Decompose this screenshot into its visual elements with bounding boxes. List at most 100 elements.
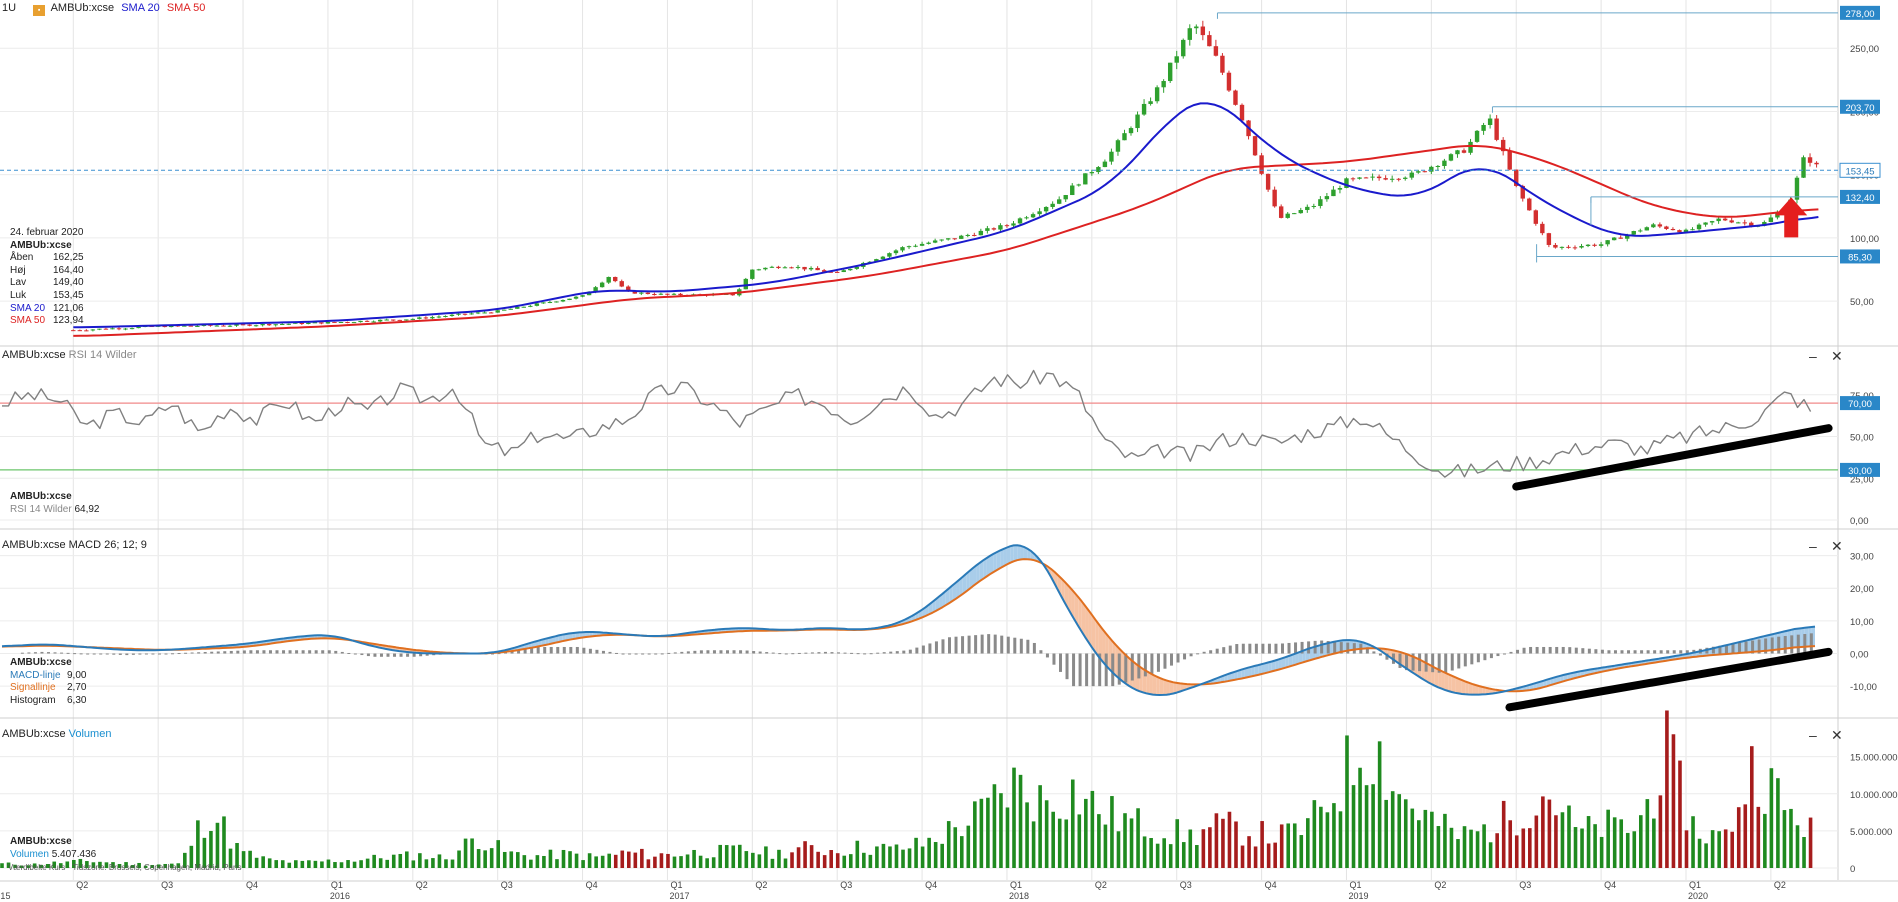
volume-bar (1508, 820, 1513, 868)
candle-body (1128, 128, 1134, 134)
volume-bar (1371, 784, 1375, 868)
x-quarter-label: Q1 (670, 880, 682, 890)
sma50-label[interactable]: SMA 50 (166, 2, 206, 14)
info-label: Lav (10, 277, 27, 289)
interval-label[interactable]: 1U (2, 2, 17, 14)
histogram-bar (1333, 641, 1337, 654)
candle-body (1481, 124, 1486, 131)
macd-fill-segment (562, 634, 566, 642)
ticker-label: AMBUb:xcse (50, 2, 115, 14)
histogram-bar (1581, 648, 1585, 654)
macd-fill-segment (1482, 686, 1486, 695)
histogram-bar (941, 639, 945, 654)
current-price-label: 153,45 (1845, 166, 1874, 177)
price-y-tick: 50,00 (1850, 297, 1874, 308)
candle-body (201, 324, 207, 326)
histogram-bar (810, 652, 814, 654)
level-132-badge (1840, 189, 1880, 204)
volume-bar (267, 858, 272, 868)
histogram-bar (876, 652, 880, 654)
volume-bar (26, 865, 30, 868)
volume-bar (1005, 807, 1010, 868)
candle-body (1605, 240, 1610, 245)
candle-body (1109, 151, 1114, 162)
sma20-label[interactable]: SMA 20 (121, 2, 160, 14)
histogram-bar (334, 650, 338, 654)
macd-fill-segment (1455, 677, 1459, 694)
macd-fill-segment (1064, 581, 1069, 609)
volume-header-ticker: AMBUb:xcse (2, 728, 66, 740)
volume-bar (705, 858, 709, 868)
histogram-bar (1078, 653, 1082, 687)
histogram-bar (575, 646, 579, 654)
volume-minimize-button[interactable]: – (1809, 727, 1817, 743)
candle-body (253, 325, 259, 327)
macd-fill-segment (1468, 682, 1473, 695)
macd-fill-segment (1237, 669, 1242, 680)
histogram-bar (419, 653, 423, 657)
red-arrow-annotation (1775, 197, 1808, 238)
candle-body (991, 228, 997, 230)
histogram-bar (138, 653, 142, 655)
volume-bar (1403, 799, 1408, 868)
volume-bar (1469, 829, 1473, 868)
macd-minimize-button[interactable]: – (1809, 538, 1817, 554)
candle-body (821, 270, 827, 272)
volume-bar (1051, 811, 1055, 868)
volume-bar (790, 852, 794, 868)
candle-body (482, 312, 487, 314)
macd-close-button[interactable]: ✕ (1831, 538, 1843, 554)
macd-fill-segment (986, 555, 990, 577)
rsi-y-tick: 0,00 (1850, 516, 1869, 527)
macd-fill-segment (1465, 681, 1469, 695)
macd-fill-segment (949, 585, 953, 604)
histogram-bar (1235, 644, 1239, 654)
candle-body (1696, 224, 1702, 230)
candle-body (1422, 171, 1428, 173)
candle-body (1533, 210, 1539, 224)
volume-bar (1279, 824, 1284, 868)
histogram-bar (1176, 653, 1180, 663)
histogram-bar (1790, 635, 1794, 654)
volume-bar (620, 850, 625, 868)
histogram-bar (797, 652, 801, 654)
volume-bar (1077, 814, 1082, 868)
vertical-gridlines (72, 0, 1772, 880)
volume-bar (1188, 829, 1193, 868)
histogram-bar (1091, 653, 1095, 687)
histogram-bar (706, 650, 710, 654)
volume-bar (1292, 823, 1297, 868)
volume-bar (1103, 824, 1108, 868)
volume-info-value: 5.407.436 (51, 848, 97, 860)
rsi-close-button[interactable]: ✕ (1831, 348, 1843, 364)
volume-bar (444, 859, 448, 868)
volume-bar (431, 858, 435, 868)
volume-bar (640, 848, 644, 868)
chart-type-icon[interactable]: ▪ (33, 5, 46, 16)
rsi-minimize-button[interactable]: – (1809, 348, 1817, 364)
info-ticker: AMBUb:xcse (10, 239, 72, 251)
histogram-bar (804, 652, 808, 654)
candle-body (345, 322, 350, 324)
volume-bar (1018, 774, 1023, 868)
histogram-bar (549, 646, 553, 654)
volume-bar (169, 863, 174, 868)
volume-close-button[interactable]: ✕ (1831, 727, 1843, 743)
volume-bar (1547, 799, 1552, 868)
macd-fill-segment (545, 637, 549, 645)
volume-bar (1723, 829, 1728, 868)
volume-bar (724, 845, 729, 868)
histogram-bar (830, 652, 834, 654)
candle-body (1337, 188, 1343, 190)
histogram-bar (249, 650, 253, 654)
volume-bar (1534, 815, 1539, 868)
candle-body (1455, 150, 1460, 155)
macd-fill-segment (1550, 677, 1554, 686)
candle-body (1559, 246, 1565, 248)
histogram-bar (73, 653, 77, 655)
candle-body (906, 246, 912, 248)
histogram-bar (144, 653, 148, 655)
volume-bar (189, 845, 194, 868)
level-203-badge (1840, 99, 1880, 114)
